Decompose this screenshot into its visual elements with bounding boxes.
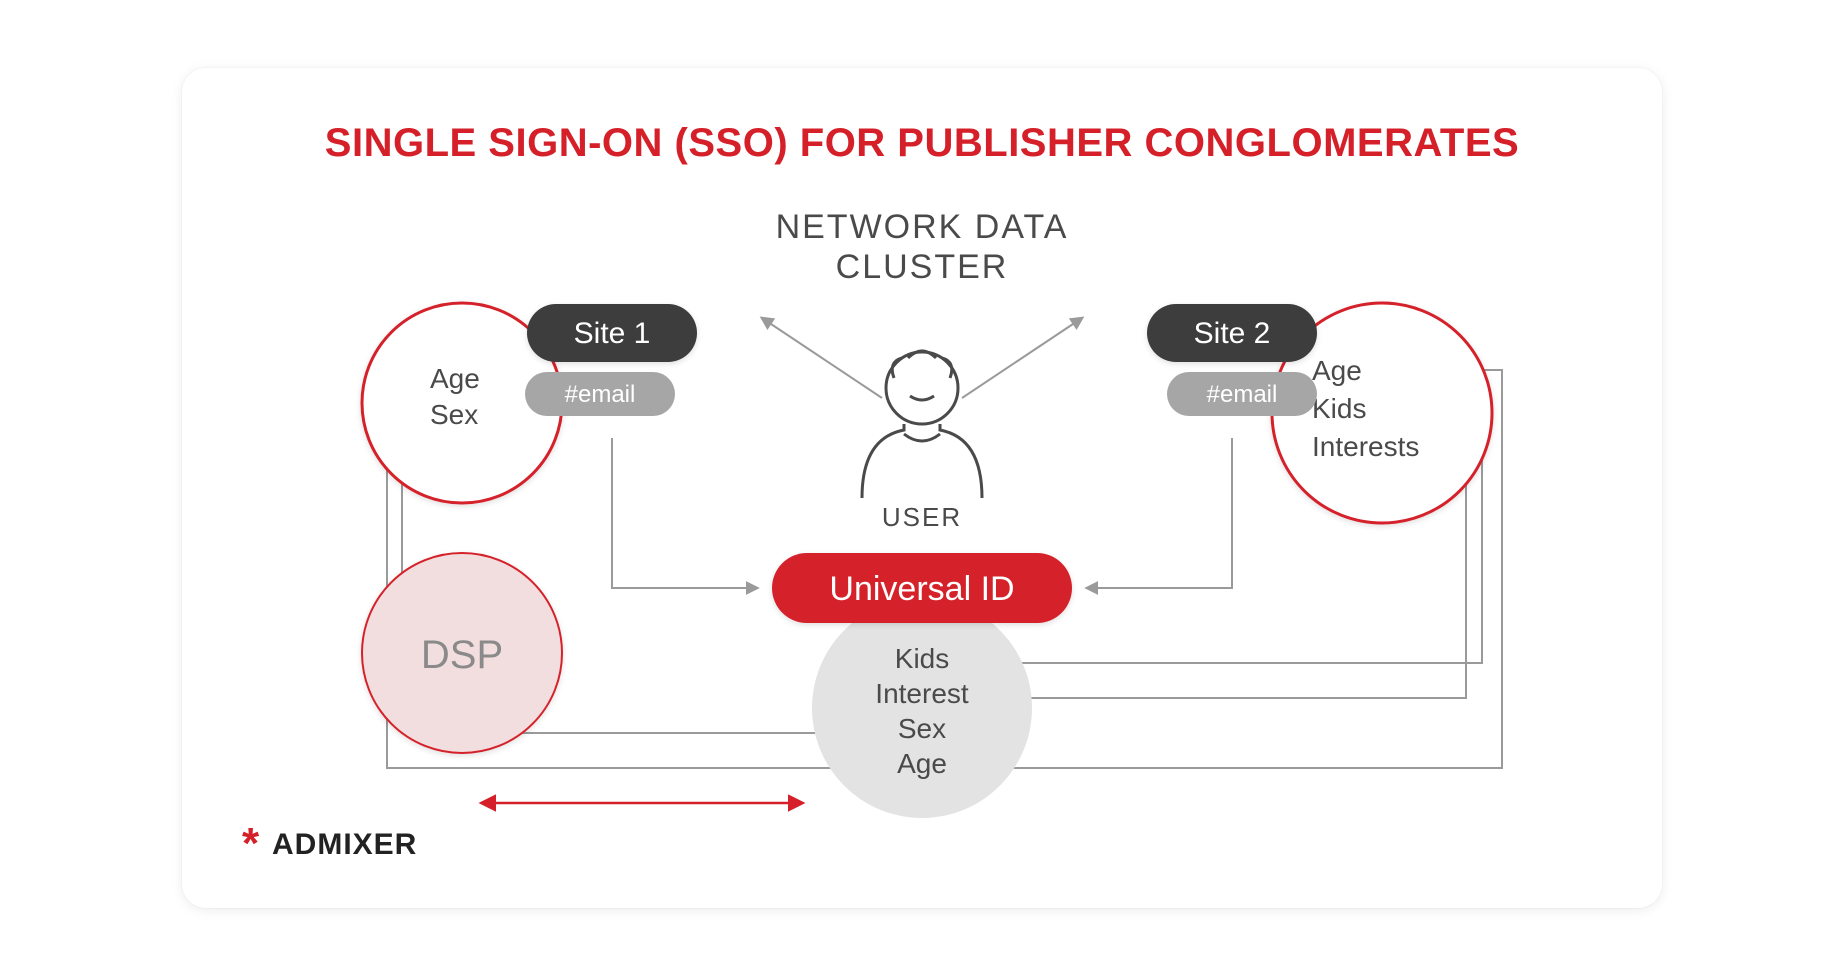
site2-attr-1: Kids	[1312, 393, 1366, 424]
asterisk-icon: *	[242, 819, 260, 868]
brand-logo: * ADMIXER	[242, 819, 417, 868]
aggregate-attr-1: Interest	[875, 678, 969, 709]
subtitle-line2: CLUSTER	[835, 248, 1008, 286]
site1-email-label: #email	[564, 381, 635, 408]
site2-group: Age Kids Interests Site 2 #email	[1147, 303, 1492, 523]
diagram-card: SINGLE SIGN-ON (SSO) FOR PUBLISHER CONGL…	[182, 68, 1662, 908]
aggregate-attr-3: Age	[897, 748, 947, 779]
universal-id-label: Universal ID	[829, 570, 1014, 608]
aggregate-attr-2: Sex	[897, 713, 945, 744]
site1-attr-1: Sex	[430, 399, 478, 430]
universal-id-node: Universal ID	[772, 553, 1072, 623]
aggregate-attr-0: Kids	[894, 643, 948, 674]
site2-pill-label: Site 2	[1193, 317, 1270, 350]
user-label: USER	[881, 502, 961, 532]
site1-group: Age Sex Site 1 #email	[362, 303, 697, 503]
site1-attr-0: Age	[430, 363, 480, 394]
site2-attr-2: Interests	[1312, 431, 1419, 462]
dsp-label: DSP	[420, 633, 502, 677]
site2-email-label: #email	[1206, 381, 1277, 408]
dsp-node: DSP	[362, 553, 562, 753]
site2-attr-0: Age	[1312, 355, 1362, 386]
user-icon	[862, 351, 982, 498]
site1-pill-label: Site 1	[573, 317, 650, 350]
logo-text: ADMIXER	[272, 828, 417, 861]
diagram-svg: SINGLE SIGN-ON (SSO) FOR PUBLISHER CONGL…	[182, 68, 1662, 908]
subtitle-line1: NETWORK DATA	[775, 208, 1068, 246]
diagram-title: SINGLE SIGN-ON (SSO) FOR PUBLISHER CONGL…	[324, 121, 1518, 165]
aggregate-node: Kids Interest Sex Age	[812, 598, 1032, 818]
